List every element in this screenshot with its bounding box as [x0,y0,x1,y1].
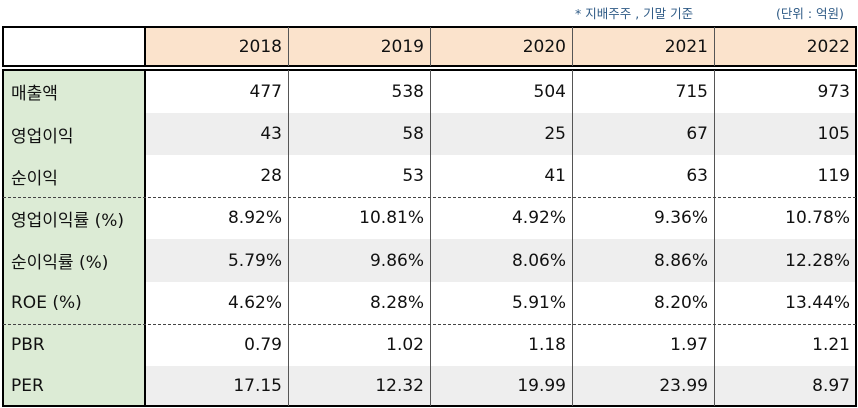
header-left-border [2,26,4,66]
year-header-2: 2020 [430,27,572,66]
row-label: PBR [3,324,145,366]
table-cell: 5.91% [430,282,572,324]
table-cell: 67 [572,113,714,155]
table-cell: 8.92% [145,197,288,239]
header-top-border [2,26,857,28]
label-column-divider [144,69,146,406]
table-cell: 43 [145,113,288,155]
row-label: PER [3,366,145,406]
column-divider [572,70,573,406]
table-cell: 8.28% [288,282,430,324]
row-label: 매출액 [3,70,145,113]
unit-note: (단위 : 억원) [776,6,844,21]
table-cell: 9.36% [572,197,714,239]
table-cell: 12.32 [288,366,430,406]
financial-summary-table: 2018 2019 2020 2021 2022 매출액 477 538 504 715 973 영업… [0,25,858,408]
column-divider [572,27,573,66]
year-header-0: 2018 [145,27,288,66]
table-cell: 105 [714,113,856,155]
table-cell: 8.20% [572,282,714,324]
table-cell: 4.62% [145,282,288,324]
table-cell: 477 [145,70,288,113]
table-cell: 25 [430,113,572,155]
row-label: 순이익 [3,155,145,197]
column-divider [714,70,715,406]
table-cell: 538 [288,70,430,113]
table-cell: 12.28% [714,239,856,282]
column-divider [430,70,431,406]
year-header-1: 2019 [288,27,430,66]
table-cell: 8.06% [430,239,572,282]
column-divider [430,27,431,66]
table-cell: 10.81% [288,197,430,239]
header-corner-cell [3,27,145,66]
table-cell: 4.92% [430,197,572,239]
table-cell: 1.02 [288,324,430,366]
row-label: 영업이익률 (%) [3,197,145,239]
table-cell: 13.44% [714,282,856,324]
table-cell: 53 [288,155,430,197]
table-cell: 17.15 [145,366,288,406]
table-cell: 23.99 [572,366,714,406]
column-divider [288,27,289,66]
table-cell: 973 [714,70,856,113]
table-cell: 63 [572,155,714,197]
table-cell: 19.99 [430,366,572,406]
table-cell: 504 [430,70,572,113]
table-cell: 9.86% [288,239,430,282]
header-bottom-border [2,65,857,67]
basis-note: * 지배주주 , 기말 기준 [575,6,694,21]
table-cell: 1.97 [572,324,714,366]
table-cell: 5.79% [145,239,288,282]
table-cell: 1.21 [714,324,856,366]
group-separator [3,197,856,198]
table-cell: 715 [572,70,714,113]
year-header-4: 2022 [714,27,856,66]
table-cell: 1.18 [430,324,572,366]
table-cell: 10.78% [714,197,856,239]
table-cell: 41 [430,155,572,197]
header-right-border [855,26,857,66]
column-divider [288,70,289,406]
body-left-border [2,69,4,406]
row-label: 영업이익 [3,113,145,155]
row-label: ROE (%) [3,282,145,324]
header-corner-divider [144,26,146,66]
row-label: 순이익률 (%) [3,239,145,282]
group-separator [3,324,856,325]
table-cell: 8.97 [714,366,856,406]
body-top-border [2,69,857,71]
table-cell: 8.86% [572,239,714,282]
column-divider [714,27,715,66]
body-right-border [855,69,857,406]
year-header-3: 2021 [572,27,714,66]
table-cell: 0.79 [145,324,288,366]
table-cell: 58 [288,113,430,155]
table-cell: 119 [714,155,856,197]
body-bottom-border [2,405,857,407]
table-cell: 28 [145,155,288,197]
